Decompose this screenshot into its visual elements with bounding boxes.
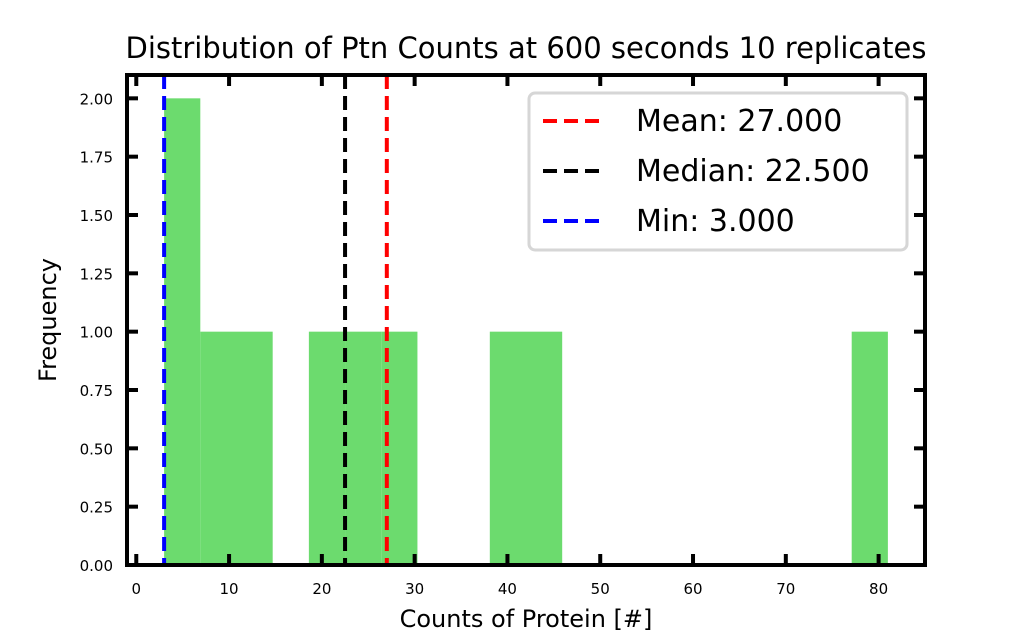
legend-label: Median: 22.500 bbox=[636, 154, 870, 189]
x-tick-label: 0 bbox=[132, 580, 142, 598]
y-tick-label: 2.00 bbox=[80, 90, 113, 108]
x-tick-label: 50 bbox=[591, 580, 610, 598]
histogram-bar bbox=[236, 331, 273, 565]
histogram-bar bbox=[164, 98, 201, 565]
histogram-bar bbox=[526, 331, 563, 565]
legend-label: Min: 3.000 bbox=[636, 204, 795, 239]
chart-title: Distribution of Ptn Counts at 600 second… bbox=[126, 31, 927, 65]
y-tick-label: 1.75 bbox=[80, 149, 113, 167]
reference-lines bbox=[162, 75, 389, 565]
x-tick-label: 20 bbox=[312, 580, 331, 598]
x-tick-label: 40 bbox=[498, 580, 517, 598]
x-tick-label: 80 bbox=[869, 580, 888, 598]
y-tick-label: 1.25 bbox=[80, 265, 113, 283]
legend-box bbox=[527, 91, 909, 252]
x-axis-label: Counts of Protein [#] bbox=[400, 605, 653, 633]
histogram-bar bbox=[851, 331, 888, 565]
y-tick-label: 0.25 bbox=[80, 499, 113, 517]
histogram-bar bbox=[200, 331, 237, 565]
x-tick-label: 30 bbox=[405, 580, 424, 598]
y-tick-label: 1.00 bbox=[80, 324, 113, 342]
histogram-bars bbox=[164, 98, 888, 565]
y-tick-label: 0.50 bbox=[80, 440, 113, 458]
x-tick-label: 10 bbox=[220, 580, 239, 598]
y-axis-label: Frequency bbox=[34, 258, 62, 382]
x-tick-label: 60 bbox=[683, 580, 702, 598]
x-tick-label: 70 bbox=[776, 580, 795, 598]
histogram-bar bbox=[308, 331, 346, 565]
legend: Mean: 27.000 Median: 22.500 Min: 3.000 bbox=[527, 91, 909, 252]
legend-label: Mean: 27.000 bbox=[636, 104, 842, 139]
y-tick-label: 0.75 bbox=[80, 382, 113, 400]
histogram-bar bbox=[489, 331, 526, 565]
histogram-bar bbox=[345, 331, 382, 565]
y-tick-label: 1.50 bbox=[80, 207, 113, 225]
y-tick-label: 0.00 bbox=[80, 557, 113, 575]
plot-frame bbox=[125, 73, 927, 567]
tick-labels: 0 10 20 30 40 50 60 70 80 0.00 0.25 0.50 0.75 1.00 1.2… bbox=[80, 90, 889, 598]
